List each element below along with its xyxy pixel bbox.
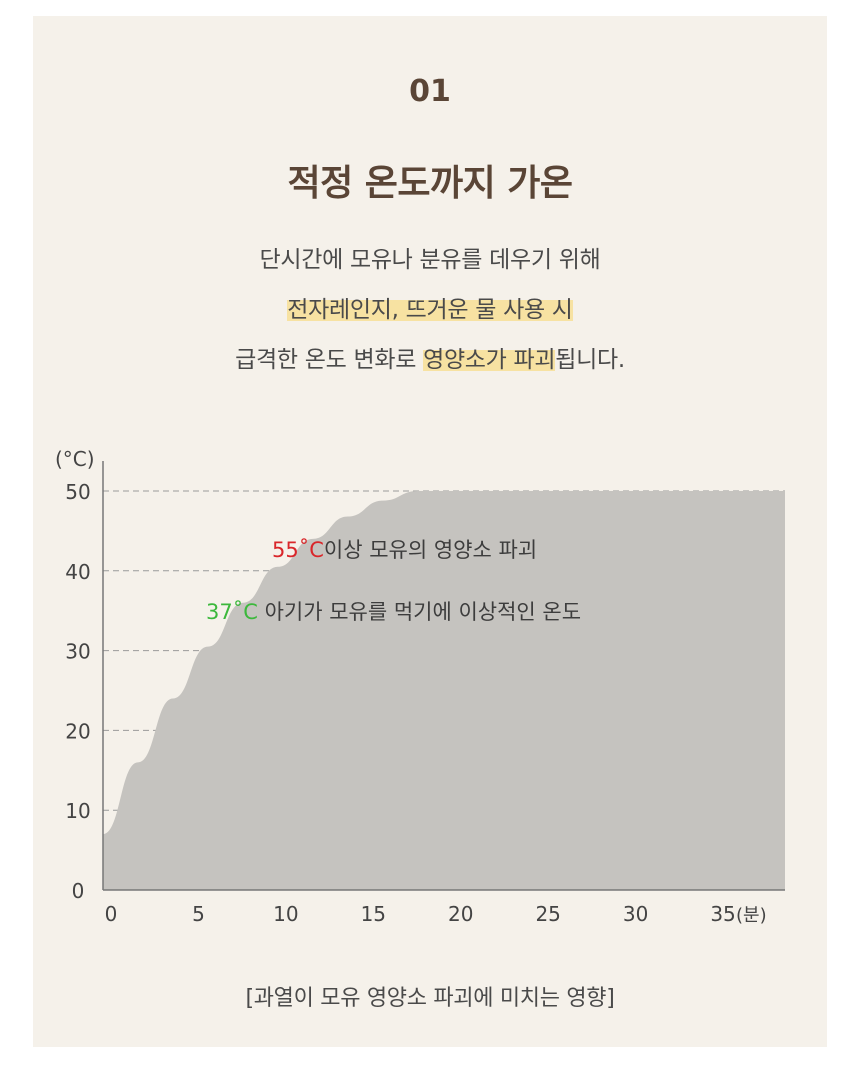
x-tick-label: 0 xyxy=(105,902,118,926)
y-tick-label: 20 xyxy=(65,719,90,743)
x-tick-label: 35 xyxy=(710,902,735,926)
annotation-temperature: 55˚C xyxy=(272,538,324,562)
y-tick-label: 30 xyxy=(65,640,90,664)
annotation-37: 37˚C 아기가 모유를 먹기에 이상적인 온도 xyxy=(206,600,581,624)
x-tick-label: 20 xyxy=(448,902,473,926)
step-number: 01 xyxy=(409,74,451,109)
y-tick-label: 0 xyxy=(72,879,85,903)
y-tick-label: 50 xyxy=(65,480,90,504)
y-axis-unit-label: (°C) xyxy=(55,447,95,471)
annotation-temperature: 37˚C xyxy=(206,600,258,624)
annotation-text: 아기가 모유를 먹기에 이상적인 온도 xyxy=(258,600,581,624)
temperature-area xyxy=(103,491,785,890)
x-tick-label: 30 xyxy=(623,902,648,926)
x-tick-label: 15 xyxy=(361,902,386,926)
description-line-1: 단시간에 모유나 분유를 데우기 위해 xyxy=(33,240,827,274)
section-title: 적정 온도까지 가온 xyxy=(287,163,573,204)
annotation-text: 이상 모유의 영양소 파괴 xyxy=(324,538,537,562)
x-tick-label: 5 xyxy=(192,902,205,926)
description-line-3: 급격한 온도 변화로 영양소가 파괴됩니다. xyxy=(33,340,827,374)
y-tick-label: 40 xyxy=(65,560,90,584)
description-text: 급격한 온도 변화로 xyxy=(235,347,424,373)
annotation-55: 55˚C이상 모유의 영양소 파괴 xyxy=(272,538,537,562)
description-text: 단시간에 모유나 분유를 데우기 위해 xyxy=(259,247,601,273)
x-tick-label: 25 xyxy=(535,902,560,926)
description-highlight: 영양소가 파괴 xyxy=(423,347,556,373)
y-tick-label: 10 xyxy=(65,799,90,823)
content-card: 01 적정 온도까지 가온 단시간에 모유나 분유를 데우기 위해 전자레인지,… xyxy=(33,16,827,1047)
description-highlight: 전자레인지, 뜨거운 물 사용 시 xyxy=(287,297,573,323)
x-tick-label: 10 xyxy=(273,902,298,926)
temperature-chart: 0 10 20 30 40 50 0 5 10 15 20 25 30 35 (°C) (분) 55˚C이… xyxy=(55,447,785,926)
chart-caption: [과열이 모유 영양소 파괴에 미치는 영향] xyxy=(245,986,615,1011)
x-axis-unit-label: (분) xyxy=(736,905,767,926)
description-line-2: 전자레인지, 뜨거운 물 사용 시 xyxy=(33,290,827,324)
description-text: 됩니다. xyxy=(555,347,625,373)
